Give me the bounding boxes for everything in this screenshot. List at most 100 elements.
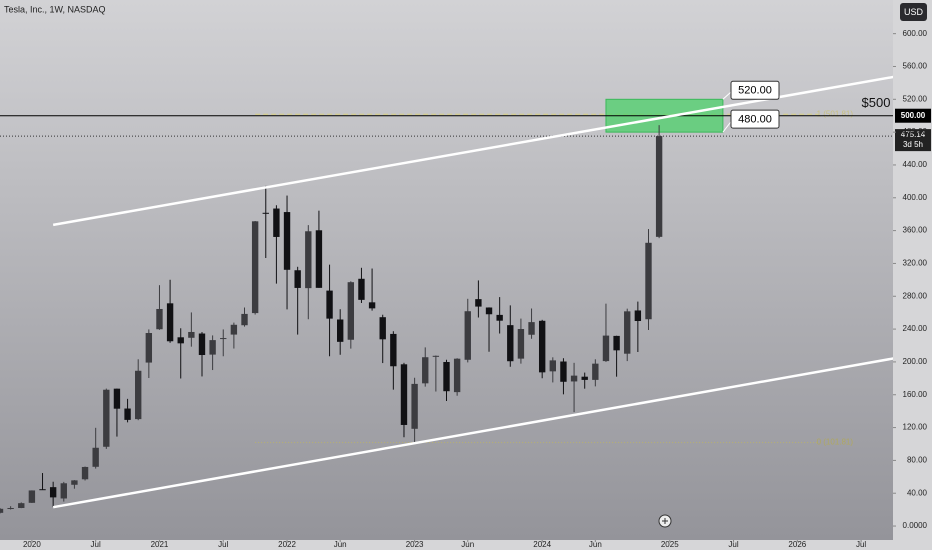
candle-body xyxy=(517,329,525,359)
last-price-box xyxy=(895,129,931,152)
candle-body xyxy=(49,487,57,498)
fib-label: 0 (101.81) xyxy=(817,438,854,447)
candle-body xyxy=(209,340,216,355)
candle-body xyxy=(538,320,546,373)
candle-body xyxy=(464,311,471,360)
candle-body xyxy=(422,357,429,384)
candle-body xyxy=(294,270,301,288)
candle-body xyxy=(368,302,376,309)
candle-body xyxy=(39,489,46,491)
candle-body xyxy=(592,363,599,380)
y-tick-label: 360.00 xyxy=(903,226,928,235)
y-tick-label: 200.00 xyxy=(903,357,928,366)
time-axis xyxy=(0,540,893,550)
chart-title: Tesla, Inc., 1W, NASDAQ xyxy=(4,4,106,14)
candle-body xyxy=(230,324,238,335)
candle-body xyxy=(241,313,248,326)
candle-body xyxy=(145,333,153,363)
x-tick-label: 2024 xyxy=(533,540,551,549)
candle-body xyxy=(655,136,663,237)
currency-label[interactable]: USD xyxy=(904,7,924,17)
callout-box xyxy=(730,80,780,100)
candle-body xyxy=(7,508,14,510)
y-tick-label: 280.00 xyxy=(903,291,928,300)
y-tick-label: 400.00 xyxy=(903,193,928,202)
currency-button[interactable] xyxy=(900,3,927,21)
candle-body xyxy=(432,355,440,357)
candle-body xyxy=(400,364,408,425)
price-line-box xyxy=(895,108,931,123)
x-tick-label: 2025 xyxy=(661,540,679,549)
y-tick-label: 560.00 xyxy=(903,62,928,71)
candle-body xyxy=(475,299,482,307)
candle-body xyxy=(624,311,631,354)
trendline xyxy=(52,357,893,509)
x-tick-label: 2026 xyxy=(788,540,806,549)
candle-body xyxy=(81,466,89,480)
candle-body xyxy=(581,376,588,380)
candle-body xyxy=(315,230,323,288)
fib-label: 1 (501.81) xyxy=(817,109,854,118)
candle-body xyxy=(528,322,535,335)
candle-body xyxy=(443,361,450,392)
candle-body xyxy=(220,338,227,340)
x-tick-label: Jun xyxy=(461,540,474,549)
candle-body xyxy=(379,317,386,340)
candle-body xyxy=(198,333,206,356)
candle-body xyxy=(358,278,365,300)
candle-body xyxy=(71,480,78,485)
x-tick-label: Jul xyxy=(91,540,101,549)
candle-body xyxy=(613,335,620,351)
candle-body xyxy=(390,333,397,367)
x-tick-label: 2020 xyxy=(23,540,41,549)
candle-body xyxy=(347,282,355,340)
y-tick-label: 320.00 xyxy=(903,259,928,268)
candle-body xyxy=(0,508,4,513)
candle-body xyxy=(18,503,25,508)
y-tick-label: 600.00 xyxy=(903,29,928,38)
y-tick-label: 160.00 xyxy=(903,390,928,399)
candle-body xyxy=(634,310,642,322)
candle-body xyxy=(113,388,121,409)
trendline xyxy=(52,75,893,227)
candle-body xyxy=(135,370,142,420)
candle-body xyxy=(326,290,333,319)
y-tick-label: 240.00 xyxy=(903,324,928,333)
x-tick-label: Jul xyxy=(856,540,866,549)
candle-body xyxy=(305,231,312,289)
candle-body xyxy=(251,221,259,314)
x-tick-label: Jul xyxy=(728,540,738,549)
candle-body xyxy=(28,490,36,503)
add-icon xyxy=(662,518,668,524)
y-tick-label: 440.00 xyxy=(903,160,928,169)
y-tick-label: 40.00 xyxy=(907,488,928,497)
candle-body xyxy=(103,389,110,447)
candle-body xyxy=(411,383,418,429)
candle-body xyxy=(496,314,503,321)
candle-body xyxy=(188,331,195,338)
candle-body xyxy=(124,408,131,420)
candle-body xyxy=(337,319,344,342)
x-tick-label: 2022 xyxy=(278,540,296,549)
x-tick-label: Jul xyxy=(218,540,228,549)
candle-body xyxy=(177,337,184,344)
plot: 1 (501.81) 0 (101.81) xyxy=(0,75,893,514)
callout-box xyxy=(730,109,780,129)
candle-body xyxy=(453,358,461,393)
candle-body xyxy=(283,212,291,270)
candle-body xyxy=(645,242,652,320)
candle-body xyxy=(507,325,514,362)
y-tick-label: 0.0000 xyxy=(903,521,928,530)
y-tick-label: 120.00 xyxy=(903,423,928,432)
candle-body xyxy=(262,212,269,214)
callout-label: 520.00 xyxy=(738,85,772,97)
price-line-label: 500.00 xyxy=(901,111,926,120)
x-tick-label: 2021 xyxy=(151,540,169,549)
y-tick-label: 480.00 xyxy=(903,127,928,136)
x-tick-label: 2023 xyxy=(406,540,424,549)
candle-body xyxy=(60,483,67,499)
candle-body xyxy=(485,307,493,315)
candle-body xyxy=(560,361,567,382)
callout-label: 480.00 xyxy=(738,114,772,126)
